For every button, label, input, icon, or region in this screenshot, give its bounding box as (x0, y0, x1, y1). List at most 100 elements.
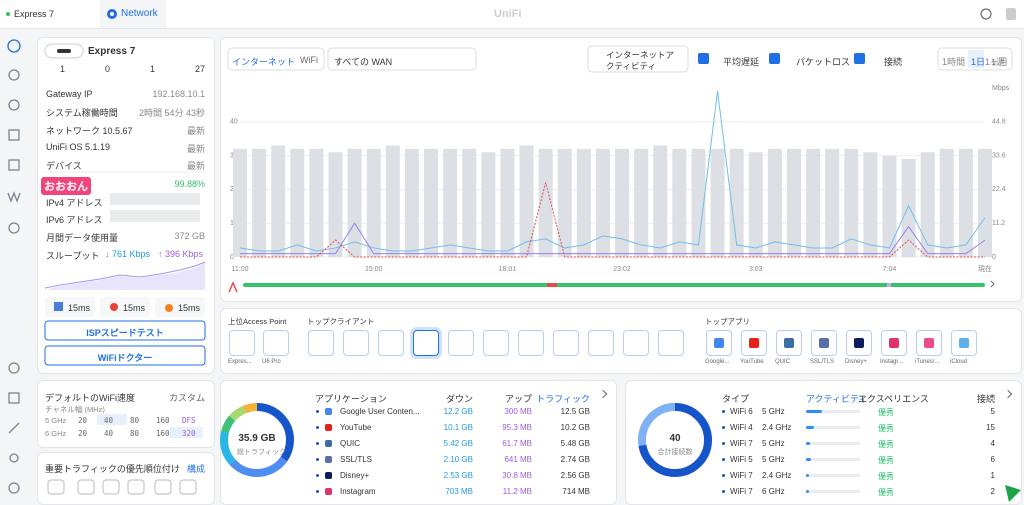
throughput-down: ↓ 761 Kbps (105, 249, 151, 259)
tab[interactable]: インターネット (232, 57, 296, 67)
network-tab[interactable]: Network (121, 8, 158, 19)
app-name: Instagr... (880, 359, 904, 365)
connection-bar (557, 148, 572, 257)
header: アプリケーション (315, 394, 387, 404)
dot (722, 490, 725, 493)
channel-option[interactable]: 80 (130, 429, 140, 438)
list-tile[interactable] (846, 330, 872, 356)
channel-option[interactable]: 20 (78, 429, 88, 438)
range[interactable]: 1週 (991, 57, 1006, 67)
list-tile[interactable] (343, 330, 369, 356)
wifi-doctor-button[interactable]: WiFiドクター (97, 353, 153, 363)
row-value: 192.168.10.1 (152, 89, 205, 99)
connection-bar (691, 148, 706, 257)
total-connections: 40 (669, 433, 681, 444)
dot (316, 426, 319, 429)
list-tile[interactable] (588, 330, 614, 356)
ap-name: U6 Pro (262, 359, 281, 365)
wifi-type: WiFi 7 (730, 487, 753, 496)
count: 4 (990, 439, 995, 448)
connection-bar (328, 152, 343, 257)
legend-connections[interactable]: 接続 (884, 57, 903, 67)
list-tile[interactable] (378, 330, 404, 356)
priority-title: 重要トラフィックの優先順位付け (45, 464, 180, 474)
list-tile[interactable] (553, 330, 579, 356)
connection-bar (519, 145, 534, 257)
channel-option[interactable]: 40 (104, 416, 114, 425)
legend-latency[interactable]: 平均遅延 (723, 57, 760, 67)
list-tile[interactable] (658, 330, 684, 356)
list-tile[interactable] (623, 330, 649, 356)
latency: 15ms (178, 303, 201, 313)
range[interactable]: 1ヶ月 (985, 57, 1009, 67)
dot (316, 474, 319, 477)
activity-bar (806, 442, 811, 445)
channel-option[interactable]: 40 (104, 429, 114, 438)
channel-option[interactable]: DFS (182, 416, 196, 425)
list-tile[interactable] (448, 330, 474, 356)
series-line (240, 182, 985, 258)
ap-title: 上位Access Point (228, 317, 287, 326)
connection-bar (233, 148, 247, 257)
connection-bar (920, 152, 935, 257)
device-tab[interactable]: Express 7 (14, 9, 55, 19)
x-tick-label: 11:00 (232, 266, 249, 273)
app-icon (889, 338, 899, 348)
x-tick-label: 7:04 (883, 266, 897, 273)
wifi-type: WiFi 7 (730, 471, 753, 480)
y2-tick-label: 11.2 (992, 220, 1005, 227)
activity-track (806, 426, 860, 429)
channel-option[interactable]: 20 (78, 416, 88, 425)
list-tile[interactable] (413, 330, 439, 356)
channel-label: チャネル幅 (MHz) (45, 405, 105, 414)
connection-bar (500, 148, 515, 257)
tab[interactable]: WiFi (300, 55, 318, 65)
legend-loss[interactable]: パケットロス (796, 57, 851, 67)
experience: 優秀 (878, 488, 894, 497)
channel-option[interactable]: 160 (156, 429, 170, 438)
channel-option[interactable]: 320 (182, 429, 196, 438)
down: 5.42 GB (443, 439, 473, 448)
connection-bar (729, 148, 744, 257)
channel-option[interactable]: 160 (156, 416, 170, 425)
list-tile[interactable] (951, 330, 977, 356)
row-label: UniFi OS 5.1.19 (46, 142, 111, 152)
range[interactable]: 1時間 (942, 57, 966, 67)
list-tile[interactable] (308, 330, 334, 356)
dot (722, 426, 725, 429)
experience: 優秀 (878, 472, 894, 481)
up: 61.7 MB (502, 439, 532, 448)
dot (316, 442, 319, 445)
device-card (37, 37, 215, 374)
traffic: 714 MB (562, 487, 590, 496)
wifi-band: 5 GHz (762, 407, 785, 416)
app-icon (325, 472, 332, 479)
range[interactable]: 1日 (971, 57, 986, 67)
speedtest-button[interactable]: ISPスピードテスト (86, 328, 164, 338)
legend-activity[interactable]: インターネットアクティビティ (606, 50, 675, 71)
header: タイプ (722, 394, 750, 404)
dot (316, 490, 319, 493)
row-value: 最新 (186, 126, 205, 136)
app-icon (714, 338, 724, 348)
list-tile[interactable] (263, 330, 289, 356)
traffic: 12.5 GB (560, 407, 590, 416)
list-tile[interactable] (916, 330, 942, 356)
wan-select[interactable]: すべての WAN (334, 57, 393, 67)
activity-track (806, 410, 860, 413)
x-tick-label: 18:01 (499, 266, 517, 273)
isp-name: おおおん (41, 177, 91, 195)
row-label: システム稼働時間 (46, 108, 118, 118)
channel-option[interactable]: 80 (130, 416, 140, 425)
logo: UniFi (494, 8, 522, 20)
list-tile[interactable] (518, 330, 544, 356)
wifi-type: WiFi 5 (730, 455, 753, 464)
list-tile[interactable] (229, 330, 255, 356)
y2-tick-label: 0 (992, 254, 996, 261)
traffic: 2.74 GB (560, 455, 590, 464)
header: アップ (504, 394, 532, 404)
connection-bar (844, 148, 859, 257)
connection-bar (978, 148, 992, 257)
list-tile[interactable] (483, 330, 509, 356)
connection-bar (309, 148, 324, 257)
